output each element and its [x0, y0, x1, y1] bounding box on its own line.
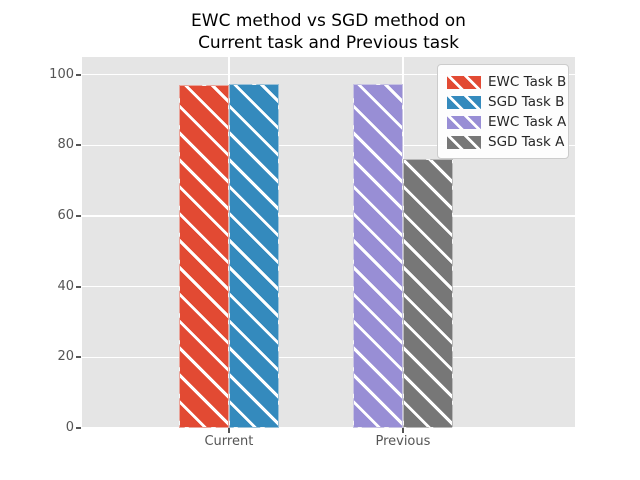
ytick-label-60: 60 — [57, 208, 74, 223]
bar-sgd-task-b-current — [228, 83, 279, 428]
legend-item-ewc-task-a: EWC Task A — [447, 112, 566, 132]
legend-swatch-sgd-task-a — [447, 135, 481, 149]
xtick-label-current: Current — [204, 434, 254, 449]
bar-ewc-task-b-current — [178, 84, 229, 428]
ytick-label-100: 100 — [49, 66, 74, 82]
legend: EWC Task B SGD Task B EWC Task A SGD Task A — [437, 64, 569, 159]
legend-label-ewc-task-b: EWC Task B — [488, 74, 567, 90]
gridline-y-40 — [82, 285, 575, 288]
gridline-y-80 — [82, 144, 575, 147]
gridline-y-60 — [82, 215, 575, 217]
ytick-mark-80 — [76, 144, 81, 147]
legend-swatch-ewc-task-a — [447, 115, 481, 129]
chart-title-line-2: Current task and Previous task — [198, 33, 459, 53]
legend-label-sgd-task-a: SGD Task A — [488, 134, 565, 150]
gridline-y-0 — [82, 427, 575, 428]
gridline-y-100 — [82, 73, 575, 76]
ytick-label-80: 80 — [57, 137, 74, 153]
ytick-mark-0 — [76, 427, 81, 429]
gridline-y-20 — [82, 356, 575, 359]
chart-title-line-1: EWC method vs SGD method on — [191, 11, 466, 31]
legend-label-sgd-task-b: SGD Task B — [488, 94, 565, 110]
legend-swatch-ewc-task-b — [447, 75, 481, 89]
xtick-mark-current — [227, 428, 230, 433]
legend-item-sgd-task-b: SGD Task B — [447, 92, 564, 112]
bar-ewc-task-a-previous — [352, 83, 403, 428]
legend-items: EWC Task B SGD Task B EWC Task A SGD Task A — [447, 72, 566, 152]
ytick-mark-100 — [76, 73, 81, 76]
legend-item-ewc-task-b: EWC Task B — [447, 72, 566, 92]
ytick-label-0: 0 — [65, 420, 74, 435]
ytick-label-40: 40 — [57, 278, 74, 294]
bar-sgd-task-a-previous — [402, 158, 453, 428]
ytick-mark-40 — [76, 285, 81, 288]
ytick-mark-60 — [76, 215, 81, 217]
legend-label-ewc-task-a: EWC Task A — [488, 114, 567, 130]
chart-title: EWC method vs SGD method on Current task… — [82, 10, 575, 54]
legend-item-sgd-task-a: SGD Task A — [447, 132, 564, 152]
xtick-mark-previous — [401, 428, 404, 433]
xtick-label-previous: Previous — [375, 434, 431, 449]
legend-swatch-sgd-task-b — [447, 95, 481, 109]
ytick-mark-20 — [76, 356, 81, 359]
ytick-label-20: 20 — [57, 349, 74, 365]
